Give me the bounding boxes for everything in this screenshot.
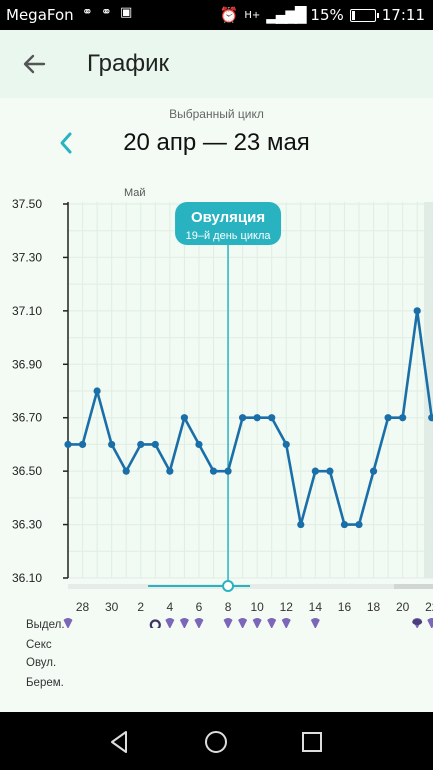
data-point	[180, 414, 188, 422]
network-type: H+	[244, 9, 261, 21]
scroll-thumb-right[interactable]	[394, 584, 433, 589]
x-tick-labels: 28 30 2 4 6 8 10 12 14 16 18 20 22	[76, 600, 433, 614]
y-tick-labels: 37.50 37.30 37.10 36.90 36.70 36.50 36.30 36.10	[12, 197, 68, 585]
notification-icons: ⚭ ⚭ ▣	[82, 5, 135, 20]
data-point	[122, 467, 130, 475]
data-point	[195, 440, 203, 449]
x-tick-label: 12	[280, 600, 294, 614]
row-label-ovulation: Овул.	[26, 657, 57, 669]
discharge-drop-icon	[194, 618, 204, 628]
x-tick-label: 18	[367, 600, 381, 614]
scroll-track	[68, 584, 433, 589]
discharge-drop-icon	[267, 618, 277, 628]
alarm-icon: ⏰	[219, 6, 239, 24]
data-point	[239, 414, 247, 422]
y-tick-label: 37.50	[12, 197, 42, 211]
y-tick-label: 37.30	[12, 250, 42, 264]
data-point	[209, 467, 218, 475]
data-point	[253, 414, 261, 422]
circle-home-icon[interactable]	[202, 728, 230, 756]
arrow-left-icon[interactable]	[18, 48, 50, 80]
row-label-discharge: Выдел.	[26, 619, 65, 631]
data-point	[224, 467, 232, 475]
status-bar: MegaFon ⚭ ⚭ ▣ ⏰ H+ ▂▄▆█ 15% 17:11	[0, 0, 433, 30]
x-tick-label: 14	[309, 600, 323, 614]
x-tick-label: 22	[425, 600, 433, 614]
battery-percent: 15%	[310, 6, 344, 24]
x-tick-label: 30	[105, 600, 119, 614]
x-tick-label: 20	[396, 600, 410, 614]
temperature-series	[64, 307, 433, 529]
chevron-left-icon[interactable]	[54, 128, 78, 158]
x-tick-label: 16	[338, 600, 352, 614]
discharge-drop-icon	[165, 618, 175, 628]
data-point	[137, 440, 145, 449]
eye-icon	[412, 619, 423, 625]
app-bar: График	[0, 30, 433, 98]
discharge-drop-icon	[63, 618, 73, 628]
y-tick-label: 36.50	[12, 464, 42, 478]
data-point	[268, 414, 276, 422]
data-point	[399, 414, 407, 422]
discharge-drop-icon	[281, 618, 291, 628]
data-point	[326, 467, 334, 475]
month-label: Май	[124, 187, 146, 199]
data-point	[340, 520, 349, 529]
y-tick-label: 36.10	[12, 571, 42, 585]
ovulation-bubble[interactable]: Овуляция 19–й день цикла	[175, 202, 282, 245]
page-title: График	[87, 50, 169, 77]
discharge-drop-icon	[310, 618, 320, 628]
discharge-markers	[63, 618, 433, 628]
system-nav-bar	[0, 712, 433, 770]
data-point	[108, 440, 116, 449]
data-point	[166, 467, 174, 475]
data-point	[384, 414, 392, 422]
row-label-sex: Секс	[26, 639, 52, 651]
x-tick-label: 10	[250, 600, 264, 614]
triangle-back-icon[interactable]	[106, 728, 134, 756]
cycle-label: Выбранный цикл	[169, 107, 264, 121]
data-point	[93, 387, 101, 395]
x-tick-label: 8	[225, 600, 232, 614]
ring-icon	[149, 619, 161, 628]
discharge-drop-icon	[223, 618, 233, 628]
data-point	[151, 440, 159, 449]
signal-icon: ▂▄▆█	[266, 6, 306, 24]
ovulation-title: Овуляция	[191, 209, 265, 226]
ovulation-subtitle: 19–й день цикла	[186, 230, 272, 242]
x-tick-label: 2	[137, 600, 144, 614]
y-tick-label: 36.70	[12, 411, 42, 425]
x-tick-label: 28	[76, 600, 90, 614]
data-point	[64, 440, 72, 449]
data-point	[282, 440, 290, 449]
clock: 17:11	[381, 6, 425, 24]
y-tick-label: 37.10	[12, 304, 42, 318]
status-right: ⏰ H+ ▂▄▆█ 15% 17:11	[220, 6, 425, 24]
y-tick-label: 36.30	[12, 518, 42, 532]
data-point	[311, 467, 319, 475]
discharge-drop-icon	[427, 618, 433, 628]
temperature-line	[68, 309, 433, 526]
x-tick-label: 4	[167, 600, 174, 614]
cycle-range: 20 апр — 23 мая	[123, 129, 310, 156]
discharge-drop-icon	[252, 618, 262, 628]
square-recent-icon[interactable]	[298, 728, 326, 756]
discharge-drop-icon	[238, 618, 248, 628]
carrier-name: MegaFon	[6, 6, 74, 24]
y-tick-label: 36.90	[12, 357, 42, 371]
scrub-handle[interactable]	[222, 580, 235, 592]
data-point	[428, 414, 433, 422]
data-point	[369, 467, 378, 475]
row-label-pregnancy: Берем.	[26, 677, 64, 689]
data-point	[78, 440, 87, 449]
data-point	[355, 520, 363, 529]
x-tick-label: 6	[196, 600, 203, 614]
temperature-chart[interactable]: 37.50 37.30 37.10 36.90 36.70 36.50 36.30 36.10…	[0, 178, 433, 628]
data-point	[413, 307, 421, 315]
data-point	[297, 520, 305, 529]
discharge-drop-icon	[179, 618, 189, 628]
ovulation-bubble-bg	[175, 202, 282, 245]
battery-icon	[349, 8, 379, 22]
plot-area	[68, 202, 433, 578]
